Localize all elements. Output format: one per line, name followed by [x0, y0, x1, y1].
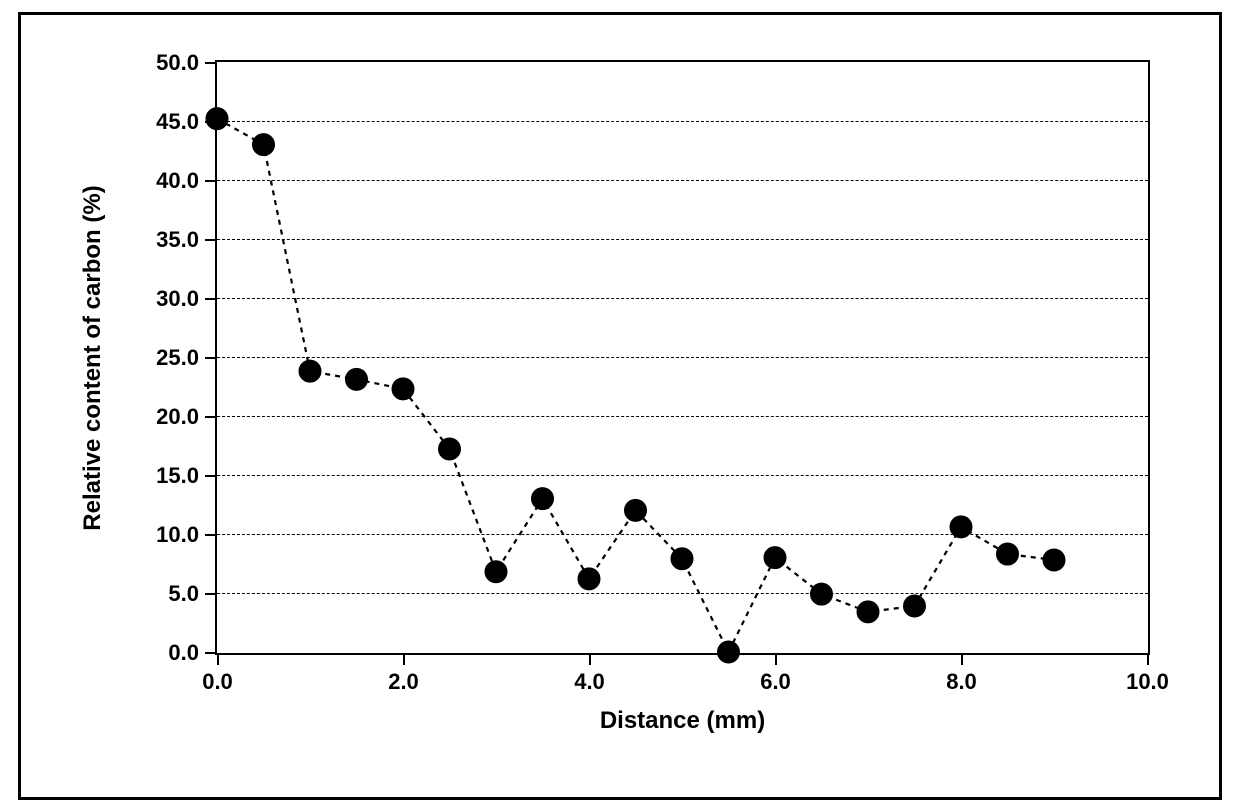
series-line: [217, 119, 1054, 652]
plot-area: [215, 60, 1150, 655]
data-point: [997, 543, 1019, 565]
y-tick-label: 40.0: [156, 168, 199, 194]
data-point: [578, 568, 600, 590]
x-tick: [217, 655, 219, 665]
x-tick-label: 8.0: [946, 669, 977, 695]
y-axis-label: Relative content of carbon (%): [79, 185, 107, 530]
gridline-h: [217, 534, 1148, 535]
data-point: [904, 595, 926, 617]
y-tick: [205, 652, 215, 654]
x-tick: [775, 655, 777, 665]
gridline-h: [217, 121, 1148, 122]
y-tick-label: 50.0: [156, 50, 199, 76]
x-tick: [961, 655, 963, 665]
x-tick-label: 2.0: [388, 669, 419, 695]
data-point: [764, 547, 786, 569]
x-tick-label: 0.0: [202, 669, 233, 695]
y-tick-label: 35.0: [156, 227, 199, 253]
gridline-h: [217, 475, 1148, 476]
x-tick: [403, 655, 405, 665]
data-point: [1043, 549, 1065, 571]
y-tick: [205, 534, 215, 536]
y-tick-label: 30.0: [156, 286, 199, 312]
y-tick-label: 25.0: [156, 345, 199, 371]
data-point: [299, 360, 321, 382]
data-point: [253, 134, 275, 156]
gridline-h: [217, 239, 1148, 240]
x-tick: [1147, 655, 1149, 665]
y-tick: [205, 298, 215, 300]
x-tick-label: 6.0: [760, 669, 791, 695]
x-axis-label: Distance (mm): [600, 707, 765, 735]
data-point: [532, 488, 554, 510]
y-tick-label: 15.0: [156, 463, 199, 489]
x-tick-label: 4.0: [574, 669, 605, 695]
y-tick-label: 45.0: [156, 109, 199, 135]
y-tick: [205, 180, 215, 182]
y-tick: [205, 62, 215, 64]
data-point: [485, 561, 507, 583]
data-point: [346, 368, 368, 390]
data-point: [206, 108, 228, 130]
y-tick-label: 5.0: [168, 581, 199, 607]
data-point: [718, 641, 740, 663]
gridline-h: [217, 416, 1148, 417]
data-point: [671, 548, 693, 570]
gridline-h: [217, 298, 1148, 299]
y-tick-label: 10.0: [156, 522, 199, 548]
x-tick-label: 10.0: [1126, 669, 1169, 695]
x-tick: [589, 655, 591, 665]
data-point: [857, 601, 879, 623]
y-tick-label: 0.0: [168, 640, 199, 666]
y-tick: [205, 121, 215, 123]
y-tick: [205, 357, 215, 359]
y-tick: [205, 239, 215, 241]
data-point: [392, 378, 414, 400]
gridline-h: [217, 180, 1148, 181]
y-tick: [205, 475, 215, 477]
data-point: [625, 499, 647, 521]
gridline-h: [217, 593, 1148, 594]
gridline-h: [217, 357, 1148, 358]
data-point: [811, 583, 833, 605]
y-tick-label: 20.0: [156, 404, 199, 430]
y-tick: [205, 593, 215, 595]
y-tick: [205, 416, 215, 418]
data-point: [439, 438, 461, 460]
